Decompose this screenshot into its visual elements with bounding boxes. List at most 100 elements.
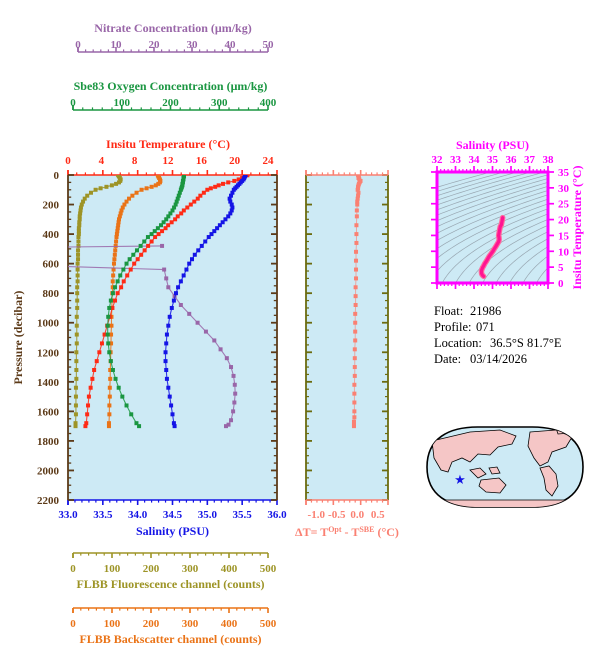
bottom-axis-fluorescence-tick: 300 <box>182 563 199 575</box>
pressure-tick-label: 800 <box>43 288 60 300</box>
bottom-axis-fluorescence <box>72 552 269 558</box>
top-axis-temperature-tick: 12 <box>163 155 175 167</box>
top-axis-nitrate-tick: 10 <box>111 39 123 51</box>
metadata-location-value: 36.5°S 81.7°E <box>490 336 562 350</box>
pressure-tick-label: 0 <box>54 170 60 182</box>
ts-x-tick-label: 34 <box>469 154 481 166</box>
ts-x-tick-label: 37 <box>524 154 536 166</box>
ts-x-tick-label: 35 <box>487 154 499 166</box>
metadata-profile-label: Profile: <box>434 320 472 334</box>
top-axis-temperature-tick: 24 <box>263 155 275 167</box>
pressure-tick-label: 400 <box>43 229 60 241</box>
bottom-axis-backscatter-tick: 0 <box>70 618 76 630</box>
pressure-tick-label: 1600 <box>37 406 60 418</box>
ts-y-tick-label: 20 <box>558 215 570 227</box>
pressure-tick-label: 1400 <box>37 377 60 389</box>
top-axis-title-oxygen: Sbe83 Oxygen Concentration (μm/kg) <box>74 79 268 93</box>
top-axis-temperature-tick: 16 <box>196 155 208 167</box>
top-axis-nitrate-tick: 50 <box>263 39 275 51</box>
pressure-tick-label: 1200 <box>37 347 60 359</box>
salinity-tick-label: 35.0 <box>198 509 218 521</box>
series-oxygen <box>105 175 186 429</box>
delta-t-tick-label: 0.5 <box>371 509 385 521</box>
pressure-axis-title: Pressure (decibar) <box>11 291 25 385</box>
top-axis-nitrate-tick: 0 <box>75 39 81 51</box>
metadata-profile-value: 071 <box>476 320 495 334</box>
ts-x-tick-label: 32 <box>432 154 444 166</box>
top-axis-oxygen-tick: 400 <box>260 97 277 109</box>
bottom-axis-backscatter-tick: 100 <box>104 618 121 630</box>
top-axis-nitrate-tick: 30 <box>187 39 199 51</box>
top-axis-oxygen-tick: 300 <box>211 97 228 109</box>
ts-y-tick-label: 5 <box>558 262 564 274</box>
delta-t-panel <box>305 170 389 505</box>
series-delta-t <box>351 175 363 429</box>
ts-diagram <box>431 166 554 289</box>
metadata-date-label: Date: <box>434 352 461 366</box>
top-axis-temperature-tick: 4 <box>99 155 105 167</box>
bottom-axis-fluorescence-tick: 200 <box>143 563 160 575</box>
bottom-axis-backscatter <box>72 607 269 613</box>
top-axis-title-nitrate: Nitrate Concentration (μm/kg) <box>94 21 251 35</box>
float-location-marker-icon: ★ <box>454 472 466 487</box>
delta-t-tick-label: 0.0 <box>350 509 364 521</box>
metadata-date-value: 03/14/2026 <box>470 352 527 366</box>
ts-y-axis-title: Insitu Temperature (°C) <box>570 166 584 290</box>
bottom-axis-fluorescence-tick: 500 <box>260 563 277 575</box>
main-profile-panel <box>67 170 278 505</box>
top-axis-oxygen-tick: 100 <box>114 97 131 109</box>
ts-y-tick-label: 15 <box>558 230 570 242</box>
salinity-tick-label: 33.5 <box>93 509 113 521</box>
delta-t-tick-label: -0.5 <box>328 509 346 521</box>
salinity-tick-label: 36.0 <box>267 509 287 521</box>
salinity-tick-label: 34.0 <box>128 509 148 521</box>
top-axis-oxygen-tick: 200 <box>162 97 179 109</box>
top-axis-nitrate-tick: 20 <box>149 39 161 51</box>
pressure-tick-label: 1800 <box>37 436 60 448</box>
metadata-float-label: Float: <box>434 304 463 318</box>
bottom-axis-title-fluorescence: FLBB Fluorescence channel (counts) <box>76 577 264 591</box>
bottom-axis-fluorescence-tick: 0 <box>70 563 76 575</box>
pressure-tick-label: 600 <box>43 259 60 271</box>
top-axis-temperature-tick: 20 <box>229 155 241 167</box>
ts-trace <box>478 214 506 280</box>
ts-y-tick-label: 35 <box>558 167 570 179</box>
pressure-tick-label: 1000 <box>37 318 60 330</box>
pressure-tick-label: 2200 <box>37 495 60 507</box>
bottom-axis-backscatter-tick: 300 <box>182 618 199 630</box>
series-fluorescence <box>73 175 123 429</box>
bottom-axis-backscatter-tick: 200 <box>143 618 160 630</box>
bottom-axis-backscatter-tick: 500 <box>260 618 277 630</box>
salinity-tick-label: 35.5 <box>233 509 253 521</box>
delta-t-tick-label: -1.0 <box>308 509 326 521</box>
landmasses <box>429 427 581 507</box>
ts-x-tick-label: 33 <box>450 154 462 166</box>
ts-y-tick-label: 30 <box>558 183 570 195</box>
ts-y-tick-label: 10 <box>558 246 570 258</box>
metadata-block: Float: 21986 Profile: 071 Location: 36.5°S 81… <box>434 304 562 366</box>
series-salinity <box>163 175 248 429</box>
salinity-axis-title: Salinity (PSU) <box>136 524 209 538</box>
ts-x-axis-title: Salinity (PSU) <box>456 138 529 152</box>
salinity-tick-label: 33.0 <box>58 509 78 521</box>
ts-x-tick-label: 38 <box>543 154 555 166</box>
top-axis-oxygen-tick: 0 <box>70 97 76 109</box>
top-axis-temperature-tick: 0 <box>65 155 71 167</box>
pressure-tick-label: 200 <box>43 200 60 212</box>
bottom-axis-fluorescence-tick: 400 <box>221 563 238 575</box>
top-axis-temperature-tick: 8 <box>132 155 138 167</box>
bottom-axis-fluorescence-tick: 100 <box>104 563 121 575</box>
top-axis-nitrate-tick: 40 <box>225 39 237 51</box>
delta-t-axis-title: ΔT= TOpt - TSBE (°C) <box>295 525 399 540</box>
ts-y-tick-label: 0 <box>558 278 564 290</box>
top-axis-nitrate <box>77 47 269 53</box>
top-axis-title-temperature: Insitu Temperature (°C) <box>106 137 230 151</box>
world-map: ★ <box>426 426 584 508</box>
metadata-location-label: Location: <box>434 336 482 350</box>
bottom-axis-title-backscatter: FLBB Backscatter channel (counts) <box>79 632 261 646</box>
bottom-axis-backscatter-tick: 400 <box>221 618 238 630</box>
salinity-tick-label: 34.5 <box>163 509 183 521</box>
ts-y-tick-label: 25 <box>558 199 570 211</box>
